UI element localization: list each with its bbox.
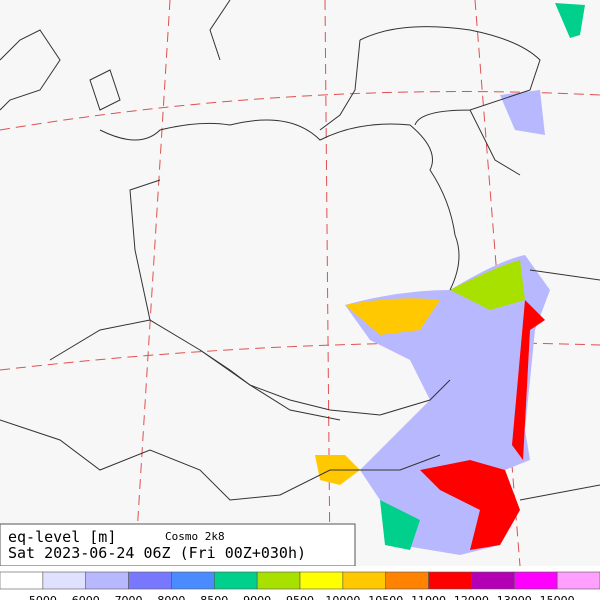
legend-label: 11000 (411, 594, 446, 600)
legend-swatch (85, 571, 129, 590)
legend-label: 8500 (200, 594, 228, 600)
legend-swatch (428, 571, 472, 590)
precip-area (380, 500, 420, 550)
border (359, 26, 541, 176)
legend-swatch (128, 571, 172, 590)
graticule-line (134, 0, 171, 567)
field-title: eq-level [m] (8, 528, 116, 546)
graticule-line (0, 91, 600, 131)
legend-swatch (471, 571, 515, 590)
legend-label: 9000 (243, 594, 271, 600)
border (0, 419, 441, 501)
precip-area (420, 460, 520, 550)
precip-area (555, 3, 585, 38)
legend-label: 9500 (286, 594, 314, 600)
legend: 5000 6000 7000 8000 8500 9000 9500 10000 10500 11… (0, 571, 600, 600)
legend-swatch (0, 571, 44, 590)
precip-area (500, 90, 545, 135)
legend-label: 5000 (29, 594, 57, 600)
model-name: Cosmo 2k8 (165, 530, 225, 543)
field (315, 3, 585, 555)
borders (0, 0, 600, 501)
precip-area (512, 300, 545, 460)
legend-swatch (256, 571, 301, 590)
legend-swatch (385, 571, 429, 590)
legend-swatch (213, 571, 258, 590)
legend-label: 10000 (325, 594, 360, 600)
legend-label: 12000 (454, 594, 489, 600)
valid-time: Sat 2023-06-24 06Z (Fri 00Z+030h) (8, 544, 306, 562)
legend-swatch (513, 571, 558, 590)
border (49, 319, 451, 416)
legend-label: 15000 (540, 594, 575, 600)
precip-area (450, 260, 525, 310)
legend-swatch (342, 571, 387, 590)
legend-swatch (299, 571, 344, 590)
legend-label: 7000 (115, 594, 143, 600)
legend-swatch (171, 571, 215, 590)
coast (0, 29, 121, 111)
legend-swatch (556, 571, 600, 590)
legend-label: 6000 (72, 594, 100, 600)
legend-label: 8000 (157, 594, 185, 600)
coast (209, 0, 361, 131)
precip-area (345, 298, 440, 335)
caption-box (0, 523, 356, 567)
legend-label: 10500 (368, 594, 403, 600)
border (129, 179, 341, 421)
border (99, 119, 460, 291)
legend-swatch (42, 571, 87, 590)
border (519, 269, 600, 501)
graticule-line (474, 0, 521, 567)
legend-label: 13000 (497, 594, 532, 600)
